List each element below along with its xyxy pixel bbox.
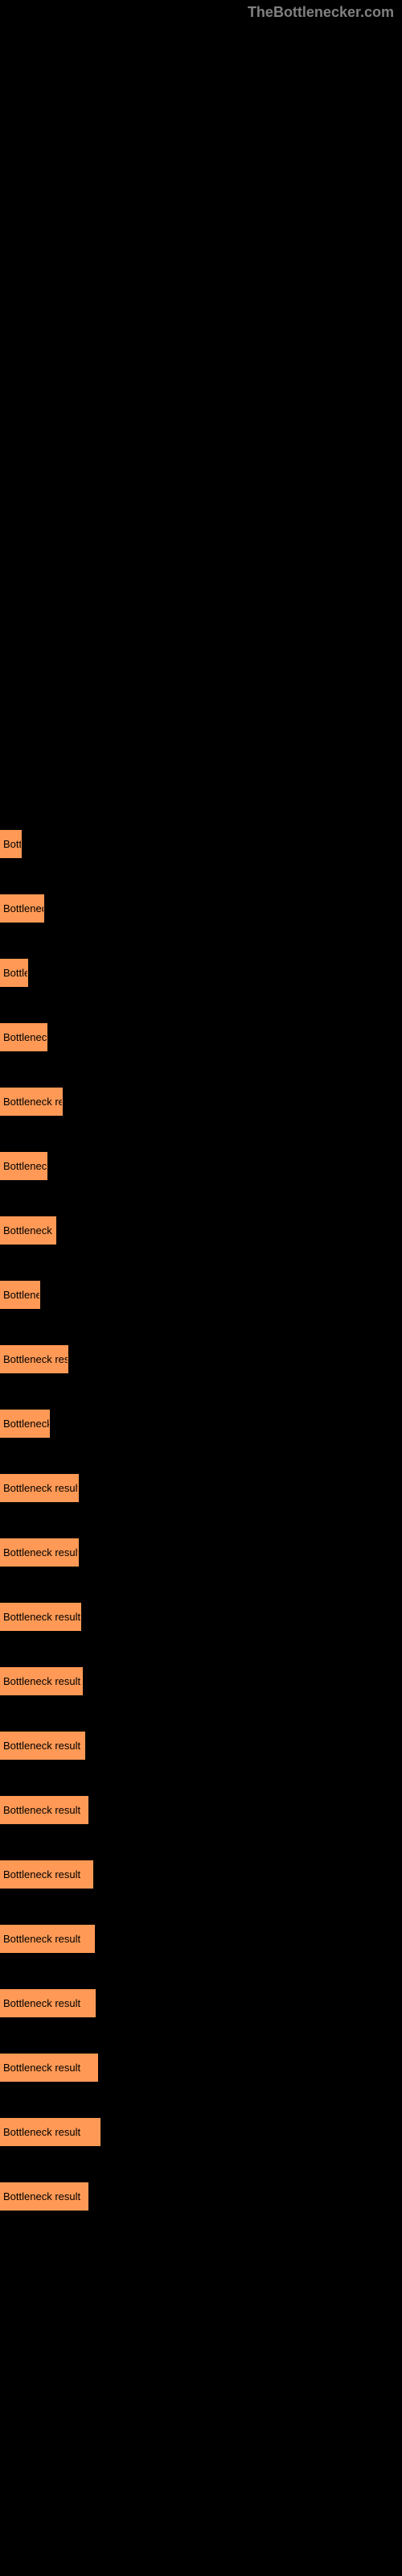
bar-label: Bottleneck <box>3 1031 47 1043</box>
bar-row: Bottle <box>0 959 402 987</box>
bar: Bottleneck result <box>0 1732 85 1760</box>
top-spacer <box>0 25 402 830</box>
bar: Bott <box>0 830 22 858</box>
bar: Bottleneck result <box>0 1667 83 1695</box>
bar-row: Bottleneck <box>0 1410 402 1438</box>
bar-row: Bottleneck result <box>0 1603 402 1631</box>
bar-label: Bottleneck <box>3 1418 50 1430</box>
bar: Bottle <box>0 959 28 987</box>
bar-row: Bottleneck result <box>0 1732 402 1760</box>
bar: Bottleneck result <box>0 2182 88 2211</box>
bar-label: Bottleneck result <box>3 1933 80 1945</box>
bar: Bottleneck result <box>0 1474 79 1502</box>
bar-label: Bottleneck result <box>3 2062 80 2074</box>
bar-label: Bottleneck result <box>3 1482 79 1494</box>
bar-label: Bottleneck res <box>3 1096 63 1108</box>
bar: Bottleneck resu <box>0 1345 68 1373</box>
bar-row: Bottleneck result <box>0 1989 402 2017</box>
bar: Bottleneck r <box>0 1216 56 1245</box>
bar: Bottleneck result <box>0 1538 79 1567</box>
bar-label: Bottleneck result <box>3 1611 80 1623</box>
watermark-text: TheBottlenecker.com <box>0 0 402 25</box>
bar: Bottleneck result <box>0 1603 81 1631</box>
bar: Bottleneck result <box>0 1860 93 1889</box>
bar-row: Bottlene <box>0 1281 402 1309</box>
bar: Bottleneck <box>0 1410 50 1438</box>
bar: Bottlene <box>0 1281 40 1309</box>
bar: Bottleneck result <box>0 2054 98 2082</box>
bar-row: Bottleneck <box>0 1152 402 1180</box>
bar-row: Bottleneck result <box>0 2054 402 2082</box>
bar-label: Bottleneck result <box>3 1997 80 2009</box>
bar-label: Bottleneck result <box>3 2126 80 2138</box>
bar-row: Bott <box>0 830 402 858</box>
bar-row: Bottleneck result <box>0 1538 402 1567</box>
bar-label: Bottleneck result <box>3 1804 80 1816</box>
bar-label: Bottleneck result <box>3 1546 79 1558</box>
bar-row: Bottleneck result <box>0 1667 402 1695</box>
bar-row: Bottleneck r <box>0 1216 402 1245</box>
bar: Bottleneck result <box>0 2118 100 2146</box>
bar-label: Bottleneck resu <box>3 1353 68 1365</box>
bar-row: Bottleneck result <box>0 1474 402 1502</box>
bar-row: Bottleneck resu <box>0 1345 402 1373</box>
bar-label: Bottleneck result <box>3 1675 80 1687</box>
bar-row: Bottleneck result <box>0 1860 402 1889</box>
bar: Bottleneck <box>0 1152 47 1180</box>
bar: Bottleneck result <box>0 1925 95 1953</box>
bar-label: Bott <box>3 838 22 850</box>
bar-row: Bottleneck result <box>0 1925 402 1953</box>
bar-label: Bottleneck result <box>3 2190 80 2202</box>
bar-label: Bottleneck result <box>3 1868 80 1880</box>
bar-row: Bottleneck result <box>0 1796 402 1824</box>
bar-label: Bottleneck result <box>3 1740 80 1752</box>
bar-row: Bottleneck res <box>0 1088 402 1116</box>
bar-label: Bottle <box>3 967 28 979</box>
bar-row: Bottleneck result <box>0 2118 402 2146</box>
bar-row: Bottleneck <box>0 1023 402 1051</box>
bar: Bottleneck result <box>0 1989 96 2017</box>
bar-label: Bottlened <box>3 902 44 914</box>
bar-label: Bottlene <box>3 1289 40 1301</box>
bar-row: Bottleneck result <box>0 2182 402 2211</box>
bar: Bottleneck <box>0 1023 47 1051</box>
bar-label: Bottleneck <box>3 1160 47 1172</box>
bar: Bottlened <box>0 894 44 923</box>
bar-label: Bottleneck r <box>3 1224 56 1236</box>
bar: Bottleneck result <box>0 1796 88 1824</box>
bar: Bottleneck res <box>0 1088 63 1116</box>
bar-row: Bottlened <box>0 894 402 923</box>
bar-chart: Bott Bottlened Bottle Bottleneck Bottleneck … <box>0 830 402 2211</box>
